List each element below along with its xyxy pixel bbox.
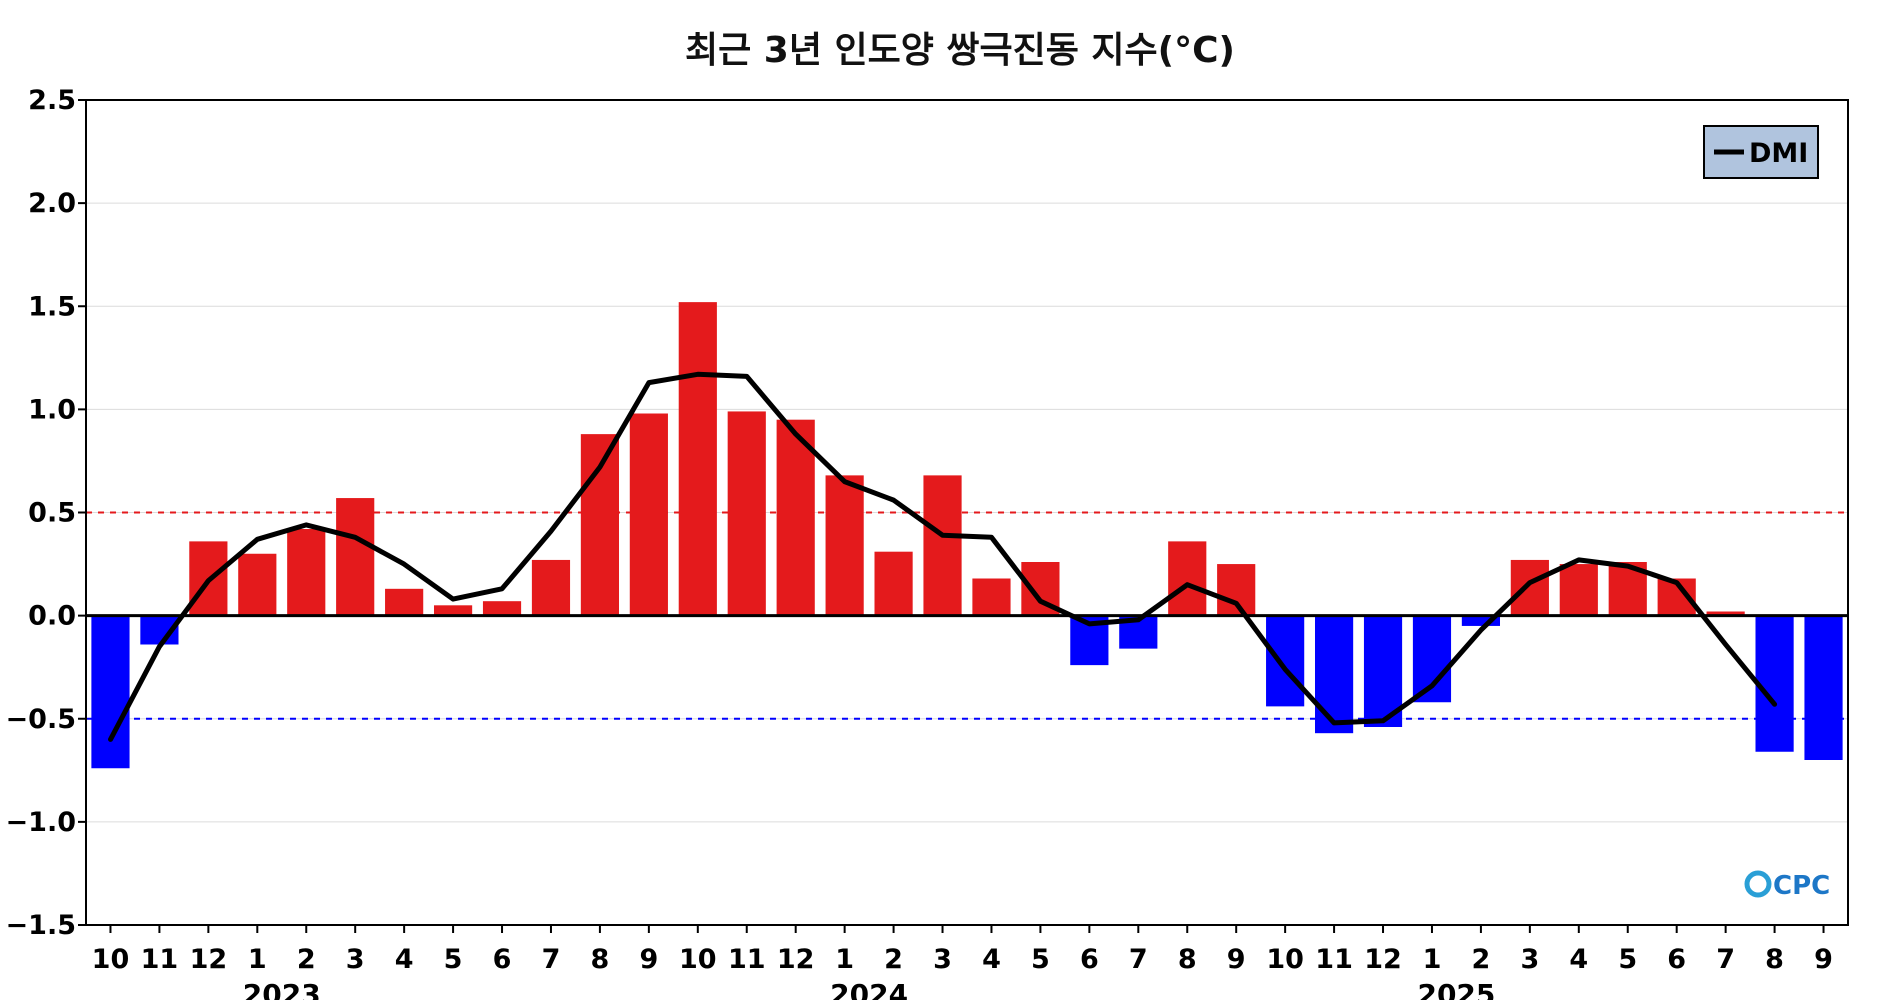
bar — [580, 434, 620, 616]
bar — [678, 302, 717, 616]
x-axis-ticks: 10 11 12 1 2 3 4 5 6 7 8 9 10 11 12 1 2 3 4 5 6 7 8 9 10 11 12 1 2 3 4… — [92, 925, 1833, 975]
bar — [1510, 559, 1549, 616]
dmi-series-line — [108, 371, 1778, 742]
line-layer — [108, 371, 1778, 742]
year-label: 2024 — [830, 978, 908, 1000]
bar — [1755, 615, 1794, 752]
x-tick-label: 11 — [728, 944, 766, 975]
x-tick-label: 11 — [1315, 944, 1353, 975]
logo-globe-icon — [1744, 870, 1772, 898]
x-tick-label: 1 — [248, 944, 267, 975]
y-tick-label: −0.5 — [6, 704, 76, 735]
y-tick-label: 0.0 — [28, 601, 76, 632]
cpc-logo: CPC — [1744, 870, 1830, 901]
x-tick-label: 2 — [884, 944, 903, 975]
x-tick-label: 3 — [933, 944, 952, 975]
x-tick-label: 3 — [1520, 944, 1539, 975]
bar — [482, 601, 522, 616]
bar — [629, 413, 668, 616]
x-tick-label: 9 — [639, 944, 658, 975]
x-tick-label: 7 — [1129, 944, 1148, 975]
x-tick-label: 7 — [1716, 944, 1735, 975]
bar — [91, 615, 130, 769]
logo-text: CPC — [1773, 871, 1830, 901]
bar — [1217, 564, 1256, 616]
x-tick-label: 3 — [346, 944, 365, 975]
x-tick-label: 6 — [1080, 944, 1099, 975]
bar — [531, 559, 571, 616]
bars-layer — [91, 302, 1843, 769]
y-tick-label: 2.0 — [28, 188, 76, 219]
x-tick-label: 5 — [1618, 944, 1637, 975]
x-tick-label: 6 — [1667, 944, 1686, 975]
x-tick-label: 1 — [1423, 944, 1442, 975]
x-tick-label: 5 — [1031, 944, 1050, 975]
bar — [825, 475, 864, 616]
x-tick-label: 9 — [1814, 944, 1833, 975]
y-tick-label: −1.0 — [6, 807, 76, 838]
bar — [1363, 615, 1403, 727]
bar — [923, 475, 962, 616]
year-labels: 2023 2024 2025 — [243, 978, 1496, 1000]
x-tick-label: 11 — [141, 944, 179, 975]
x-tick-label: 8 — [591, 944, 610, 975]
x-tick-label: 7 — [542, 944, 561, 975]
x-tick-label: 10 — [1266, 944, 1304, 975]
bar — [972, 578, 1011, 616]
y-axis-ticks: 2.5 2.0 1.5 1.0 0.5 0.0 −0.5 −1.0 −1.5 — [6, 85, 86, 941]
bar — [1804, 615, 1843, 760]
bar — [1412, 615, 1452, 703]
x-tick-label: 6 — [493, 944, 512, 975]
threshold-layer — [86, 511, 1848, 720]
x-tick-label: 10 — [679, 944, 717, 975]
x-tick-label: 4 — [1569, 944, 1588, 975]
y-tick-label: −1.5 — [6, 910, 76, 941]
year-label: 2025 — [1417, 978, 1495, 1000]
x-tick-label: 9 — [1227, 944, 1246, 975]
bar — [1266, 615, 1305, 707]
x-tick-label: 12 — [190, 944, 228, 975]
bar — [433, 605, 473, 616]
y-tick-label: 1.5 — [28, 291, 76, 322]
bar — [287, 529, 326, 616]
x-tick-label: 10 — [92, 944, 130, 975]
x-tick-label: 4 — [395, 944, 414, 975]
legend: DMI — [1703, 125, 1819, 179]
bar — [727, 411, 766, 616]
legend-label-dmi: DMI — [1749, 138, 1808, 169]
bar — [1314, 615, 1354, 734]
bar — [1168, 541, 1207, 616]
bar — [385, 588, 424, 616]
x-tick-label: 5 — [444, 944, 463, 975]
x-tick-label: 2 — [1472, 944, 1491, 975]
x-tick-label: 4 — [982, 944, 1001, 975]
y-tick-label: 0.5 — [28, 498, 76, 529]
bar — [1461, 615, 1501, 626]
x-tick-label: 8 — [1765, 944, 1784, 975]
x-tick-label: 12 — [1364, 944, 1402, 975]
chart-title: 최근 3년 인도양 쌍극진동 지수(°C) — [685, 30, 1235, 71]
y-tick-label: 1.0 — [28, 394, 76, 425]
bar — [1706, 611, 1745, 616]
bar — [238, 553, 277, 616]
x-tick-label: 8 — [1178, 944, 1197, 975]
bar — [874, 551, 913, 616]
bar — [336, 498, 375, 616]
bar — [776, 419, 815, 616]
y-tick-label: 2.5 — [28, 85, 76, 116]
x-tick-label: 12 — [777, 944, 815, 975]
x-tick-label: 2 — [297, 944, 316, 975]
x-tick-label: 1 — [835, 944, 854, 975]
year-label: 2023 — [243, 978, 321, 1000]
bar — [1559, 564, 1598, 616]
